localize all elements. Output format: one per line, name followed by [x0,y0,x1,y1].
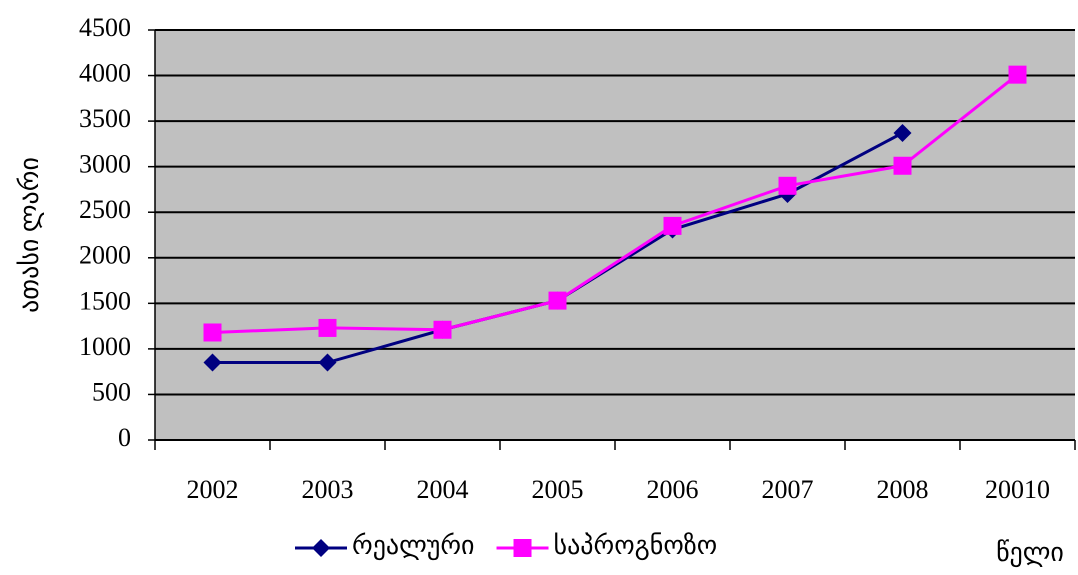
marker [663,216,682,235]
marker [513,539,532,557]
y-tick-label: 4500 [79,13,131,42]
y-tick-label: 500 [92,377,131,406]
x-tick-label: 2003 [302,475,354,504]
marker [318,353,337,372]
legend-label: საპროგნოზო [554,531,718,561]
x-tick-label: 2008 [877,475,929,504]
y-tick-label: 1500 [79,286,131,315]
marker [203,353,222,372]
y-axis-label: ათასი ლარი [15,157,44,313]
y-tick-label: 2500 [79,195,131,224]
marker [318,318,337,337]
x-tick-label: 2006 [647,475,699,504]
legend-label: რეალური [352,531,475,561]
marker [548,291,567,310]
marker [312,539,330,557]
series-line [212,73,1019,334]
marker [203,323,222,342]
y-tick-label: 0 [118,423,131,452]
y-tick-label: 3000 [79,150,131,179]
y-tick-label: 2000 [79,241,131,270]
marker [1008,65,1027,84]
x-tick-label: 20010 [985,475,1050,504]
y-tick-label: 4000 [79,59,131,88]
x-tick-label: 2007 [762,475,814,504]
x-tick-label: 2002 [187,475,239,504]
y-tick-label: 1000 [79,332,131,361]
x-tick-label: 2004 [417,475,469,504]
x-tick-label: 2005 [532,475,584,504]
x-axis-label: წელი [996,538,1064,568]
y-tick-label: 3500 [79,104,131,133]
marker [778,176,797,195]
plot-area [155,30,1075,440]
marker [433,320,452,339]
marker [893,156,912,175]
marker [893,123,912,142]
